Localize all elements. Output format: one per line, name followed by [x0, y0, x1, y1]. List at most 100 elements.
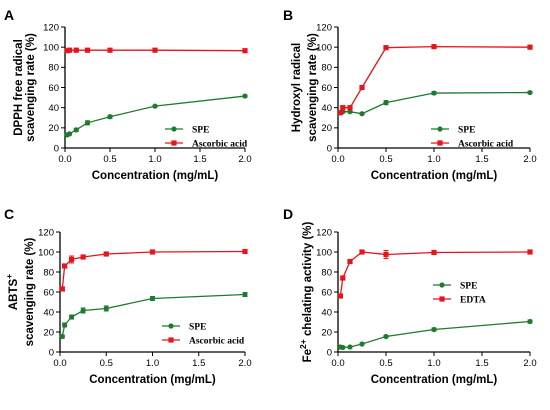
data-point-square: [242, 48, 248, 54]
data-point-square: [527, 249, 533, 255]
y-axis-title-line-1: ABTS+: [4, 274, 20, 310]
data-point-square: [340, 275, 346, 281]
data-point-square: [337, 110, 343, 116]
series-line-spe: [340, 91, 531, 115]
data-point-circle: [347, 344, 353, 350]
y-axis-title-text: ABTS: [8, 279, 20, 311]
data-point-square: [347, 105, 353, 111]
x-tick-label: 0.5: [103, 154, 116, 165]
chart-panel-a: A 0 20 40 60 80 100 120 0.0 0.5 1.0 1.5 2.0 Concentra…: [4, 7, 252, 182]
chart-panel-b: B 0 20 40 60 80 100 120 0.0 0.5 1.0 1.5 2.0 Concentra…: [283, 7, 537, 182]
y-axis-title-text: scavenging rate (%): [307, 33, 319, 142]
legend-label: SPE: [189, 322, 206, 332]
legend-label: SPE: [458, 125, 475, 135]
y-axis-title-text: scavenging rate (%): [24, 238, 36, 347]
data-point-circle: [66, 131, 73, 137]
y-tick-label: 100: [38, 247, 54, 258]
x-tick-label: 1.0: [146, 358, 159, 369]
y-tick-label: 0: [49, 347, 54, 358]
y-tick-label: 0: [327, 347, 332, 358]
y-tick-label: 60: [321, 83, 332, 94]
data-point-circle: [103, 305, 109, 312]
data-point-square: [152, 47, 158, 53]
legend-label: SPE: [192, 125, 209, 135]
data-point-square: [62, 263, 68, 269]
data-point-square: [68, 256, 75, 263]
data-point-square: [73, 47, 79, 53]
legend-marker-circle: [171, 126, 177, 132]
x-tick-label: 0.5: [379, 358, 392, 369]
y-tick-label: 60: [48, 83, 59, 94]
legend-marker-square: [171, 140, 177, 146]
y-tick-label: 100: [43, 42, 59, 53]
x-tick-label: 0.0: [58, 154, 71, 165]
data-point-circle: [340, 344, 346, 351]
chart-panel-c: C 0 20 40 60 80 100 120 0.0 0.5 1.0 1.5 2.0 Concentra…: [4, 206, 252, 386]
data-point-square: [359, 84, 365, 91]
x-tick-label: 1.0: [427, 358, 440, 369]
x-tick-label: 0.5: [100, 358, 113, 369]
data-point-circle: [62, 322, 68, 328]
data-point-square: [347, 258, 353, 265]
series-line-ascorbic-acid: [61, 250, 246, 290]
data-point-circle: [80, 307, 86, 314]
y-axis-title-line-2: scavenging rate (%): [307, 33, 319, 142]
y-tick-label: 80: [43, 267, 54, 278]
data-point-square: [66, 47, 73, 53]
y-axis-title-text: scavenging rate (%): [25, 33, 37, 142]
x-tick-label: 0.0: [331, 154, 344, 165]
data-point-circle: [68, 314, 75, 320]
x-axis-title: Concentration (mg/mL): [371, 170, 498, 182]
series-line-spe: [66, 95, 246, 136]
y-axis-title-superscript: +: [4, 274, 14, 279]
y-axis-title-line-1: DPPH free radical: [13, 39, 25, 136]
y-axis-title-superscript: 2+: [298, 339, 308, 349]
data-point-square: [59, 286, 65, 292]
y-tick-label: 120: [38, 227, 54, 238]
data-point-circle: [149, 295, 156, 302]
y-tick-label: 60: [43, 287, 54, 298]
data-point-circle: [383, 100, 389, 106]
data-point-square: [383, 45, 389, 51]
data-point-square: [80, 254, 86, 260]
x-tick-label: 1.0: [427, 154, 440, 165]
data-point-square: [84, 47, 91, 53]
x-axis-title: Concentration (mg/mL): [92, 170, 219, 182]
data-point-circle: [431, 326, 437, 333]
x-tick-label: 1.5: [192, 358, 205, 369]
y-tick-label: 120: [316, 227, 332, 238]
data-point-circle: [359, 111, 365, 117]
chart-panel-d: D 0 20 40 60 80 100 120 0.0 0.5 1.0 1.5 2.0 Concentra…: [283, 206, 537, 386]
legend-label: Ascorbic acid: [192, 139, 248, 149]
x-axis-title: Concentration (mg/mL): [89, 374, 216, 386]
data-point-square: [340, 105, 346, 111]
data-point-circle: [359, 341, 365, 347]
legend-label: EDTA: [460, 295, 486, 305]
y-tick-label: 0: [54, 143, 59, 154]
x-axis-title: Concentration (mg/mL): [371, 374, 498, 386]
series-line-edta: [339, 251, 531, 297]
y-axis-title-prefix: Fe: [302, 349, 314, 362]
x-tick-label: 2.0: [523, 154, 536, 165]
y-axis-title-suffix: chelating activity (%): [302, 221, 314, 339]
data-point-square: [431, 249, 437, 256]
y-tick-label: 100: [316, 42, 332, 53]
legend-label: Ascorbic acid: [458, 139, 514, 149]
data-point-circle: [73, 127, 79, 133]
data-point-circle: [84, 120, 91, 126]
data-point-square: [107, 47, 113, 53]
data-point-circle: [242, 291, 248, 298]
y-axis-title-line-2: scavenging rate (%): [24, 238, 36, 347]
data-point-square: [383, 251, 389, 258]
y-axis-title-line-2: scavenging rate (%): [25, 33, 37, 142]
y-tick-label: 0: [327, 143, 332, 154]
panel-letter: B: [283, 7, 293, 23]
data-point-circle: [59, 333, 65, 340]
x-tick-label: 0.5: [379, 154, 392, 165]
y-tick-label: 80: [48, 63, 59, 74]
series-line-spe: [340, 320, 531, 349]
y-axis-title-line-1: Hydroxyl radical: [291, 43, 303, 132]
legend-label: Ascorbic acid: [189, 336, 245, 346]
data-point-square: [103, 251, 109, 257]
data-point-square: [337, 293, 343, 299]
